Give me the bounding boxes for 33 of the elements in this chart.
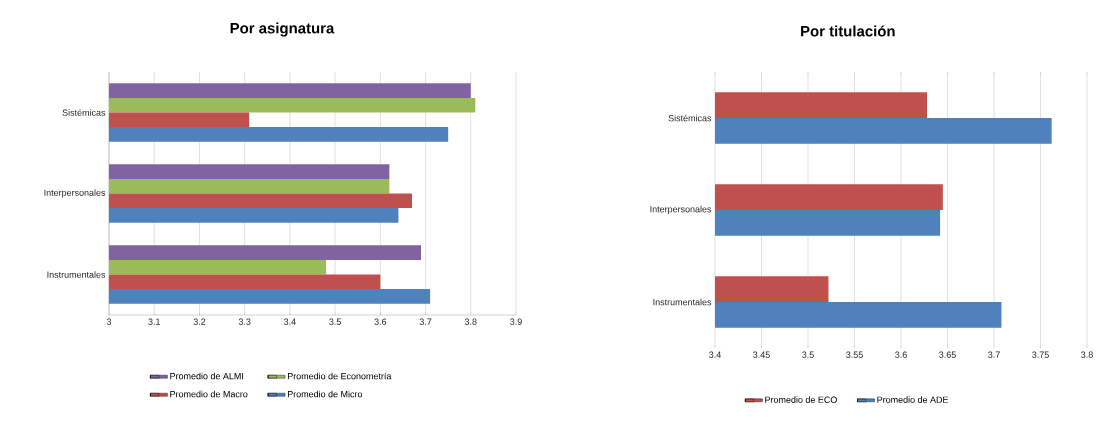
x-tick-label: 3.5 [329,318,341,325]
y-tick-label: Sistémicas [62,109,106,116]
legend-label: Promedio de ECO [765,396,837,403]
x-tick-label: 3.6 [895,351,907,358]
x-tick-label: 3.7 [419,318,432,325]
chart-title: Por titulación [801,25,895,37]
x-tick-label: 3.8 [1081,351,1093,358]
x-tick-label: 3.9 [510,318,522,325]
x-tick-label: 3.1 [148,318,161,325]
x-tick-label: 3.6 [374,318,387,325]
y-tick-label: Sistémicas [668,114,712,122]
x-tick-label: 3.55 [846,351,863,358]
y-tick-label: Interpersonales [650,205,712,215]
x-tick-label: 3.3 [238,318,251,325]
x-tick-label: 3.75 [1032,351,1049,358]
y-tick-label: Instrumentales [653,298,712,306]
x-tick-label: 3.2 [193,318,206,325]
y-tick-label: Instrumentales [47,271,106,278]
legend-label: Promedio de ALMI [170,372,244,380]
x-tick-label: 3.4 [709,351,721,358]
y-tick-label: Interpersonales [44,189,106,198]
legend-label: Promedio de Micro [287,390,363,398]
x-tick-label: 3.8 [464,318,477,325]
x-tick-label: 3.65 [939,351,956,358]
x-tick-label: 3.45 [753,351,770,358]
legend-label: Promedio de Macro [170,390,248,398]
x-tick-label: 3.5 [802,351,814,358]
x-tick-label: 3.4 [284,318,296,325]
legend-label: Promedio de Econometría [287,372,392,380]
x-tick-label: 3.7 [988,351,1000,358]
legend-label: Promedio de ADE [877,396,949,403]
chart-title: Por asignatura [230,22,335,37]
x-tick-label: 3 [106,318,112,325]
